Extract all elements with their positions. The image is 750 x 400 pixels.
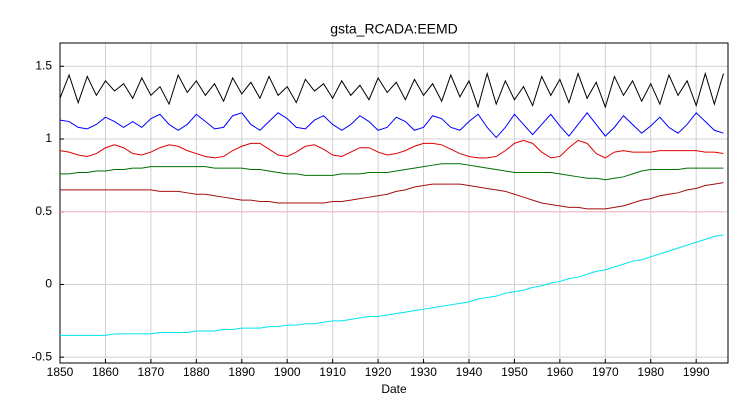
x-tick-label: 1860 [92,365,119,379]
y-tick-label: -0.5 [31,349,52,363]
x-tick-label: 1880 [183,365,210,379]
y-tick-label: 1.5 [35,58,52,72]
series-line [59,112,724,139]
y-tick-label: 1 [45,131,52,145]
x-tick-label: 1970 [592,365,619,379]
x-tick-label: 1920 [365,365,392,379]
x-tick-label: 1870 [138,365,165,379]
x-tick-label: 1940 [456,365,483,379]
chart-title: gsta_RCADA:EEMD [330,21,458,37]
x-tick-label: 1850 [47,365,74,379]
series-line [59,139,724,159]
x-tick-label: 1900 [274,365,301,379]
series-line [59,71,724,109]
x-tick-label: 1960 [547,365,574,379]
series-line [60,182,724,210]
x-tick-label: 1990 [683,365,710,379]
y-tick-label: 0 [45,277,52,291]
x-tick-label: 1890 [228,365,255,379]
x-axis-label: Date [381,382,407,396]
series-line [60,163,724,181]
y-tick-label: 0.5 [35,204,52,218]
x-tick-label: 1950 [501,365,528,379]
x-tick-label: 1910 [319,365,346,379]
plot-frame [59,42,729,364]
x-tick-label: 1980 [637,365,664,379]
x-tick-label: 1930 [410,365,437,379]
series-line [60,234,724,336]
